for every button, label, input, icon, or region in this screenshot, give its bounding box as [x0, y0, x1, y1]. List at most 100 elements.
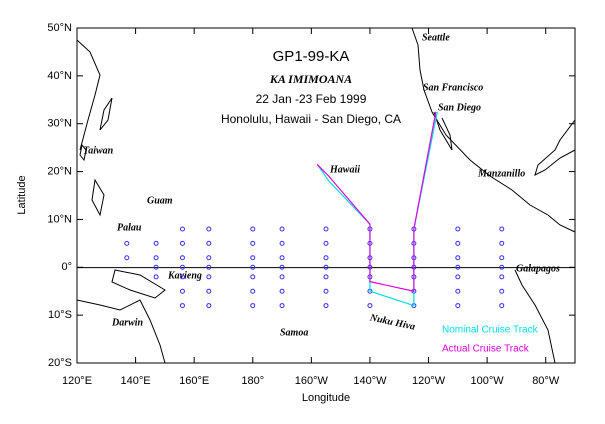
buoy [179, 274, 185, 280]
coastline [99, 97, 113, 131]
buoy [153, 240, 159, 246]
buoy [279, 255, 285, 261]
buoy [124, 240, 130, 246]
buoy [279, 240, 285, 246]
ship-name: KA IMIMOANA [269, 72, 352, 86]
buoy [323, 240, 329, 246]
buoy [206, 288, 212, 294]
y-tick-label: 20°S [48, 357, 72, 369]
place-label: Nuku Hiva [368, 312, 416, 332]
place-label: Galapagos [516, 263, 560, 274]
buoy [250, 264, 256, 270]
buoy [323, 255, 329, 261]
x-tick-label: 140°W [353, 375, 387, 387]
buoy [179, 255, 185, 261]
place-label: Hawaii [329, 164, 360, 175]
y-tick-label: 30°N [47, 118, 72, 130]
map-title: GP1-99-KA [273, 48, 350, 65]
buoy [279, 226, 285, 232]
buoy [179, 288, 185, 294]
x-axis-label: Longitude [302, 392, 350, 404]
coastline [534, 119, 576, 176]
coastline [433, 111, 453, 151]
x-tick-label: 120°E [62, 375, 92, 387]
buoy [499, 288, 505, 294]
buoy [250, 226, 256, 232]
cruise-track [316, 111, 437, 292]
buoy [323, 288, 329, 294]
buoy [455, 255, 461, 261]
buoy [323, 274, 329, 280]
buoy [279, 288, 285, 294]
cruise-track [316, 111, 438, 307]
y-tick-label: 50°N [47, 22, 72, 34]
x-tick-label: 140°E [121, 375, 151, 387]
buoy [206, 255, 212, 261]
y-axis-label: Latitude [16, 175, 28, 214]
buoy [499, 264, 505, 270]
place-label: San Francisco [423, 82, 483, 93]
buoy [153, 255, 159, 261]
buoy [499, 226, 505, 232]
buoy [455, 226, 461, 232]
buoy [250, 274, 256, 280]
coastline [76, 299, 166, 364]
place-label: San Diego [438, 102, 481, 113]
x-tick-label: 120°W [412, 375, 446, 387]
buoy [153, 274, 159, 280]
y-tick-label: 10°S [48, 309, 72, 321]
coastline [76, 39, 101, 151]
buoy [455, 240, 461, 246]
coastline [411, 27, 576, 233]
buoy [206, 240, 212, 246]
coastline [79, 143, 87, 162]
buoy [250, 240, 256, 246]
buoy [279, 303, 285, 309]
place-label: Guam [147, 195, 173, 206]
buoy [206, 226, 212, 232]
buoy [124, 255, 130, 261]
buoy [455, 274, 461, 280]
buoy [323, 303, 329, 309]
buoy [250, 288, 256, 294]
map-frame [76, 27, 576, 364]
y-tick-label: 10°N [47, 213, 72, 225]
buoy [499, 303, 505, 309]
buoy [250, 303, 256, 309]
buoy [499, 240, 505, 246]
buoy [367, 303, 373, 309]
buoy [179, 264, 185, 270]
place-label: Darwin [111, 317, 144, 328]
y-tick-label: 0° [61, 261, 72, 273]
buoy [323, 264, 329, 270]
x-tick-label: 180° [241, 375, 264, 387]
buoy [455, 264, 461, 270]
place-label: Manzanillo [477, 168, 525, 179]
buoy [179, 303, 185, 309]
place-label: Samoa [280, 327, 308, 338]
place-label: Palau [117, 222, 142, 233]
x-tick-label: 100°W [471, 375, 505, 387]
x-tick-label: 80°W [532, 375, 560, 387]
coastline [514, 269, 556, 364]
coastline [91, 178, 105, 217]
buoy [455, 288, 461, 294]
buoy [279, 274, 285, 280]
y-tick-label: 20°N [47, 165, 72, 177]
buoy [323, 226, 329, 232]
route: Honolulu, Hawaii - San Diego, CA [221, 112, 401, 126]
buoy [455, 303, 461, 309]
buoy [499, 274, 505, 280]
buoy [206, 303, 212, 309]
dates: 22 Jan -23 Feb 1999 [256, 92, 367, 106]
buoy [179, 240, 185, 246]
place-label: Taiwan [83, 145, 114, 156]
buoy [499, 255, 505, 261]
buoy [179, 226, 185, 232]
legend-entry: Nominal Cruise Track [442, 325, 539, 336]
legend-entry: Actual Cruise Track [442, 344, 530, 355]
buoy [206, 264, 212, 270]
x-tick-label: 160°W [295, 375, 329, 387]
x-tick-label: 160°E [179, 375, 209, 387]
